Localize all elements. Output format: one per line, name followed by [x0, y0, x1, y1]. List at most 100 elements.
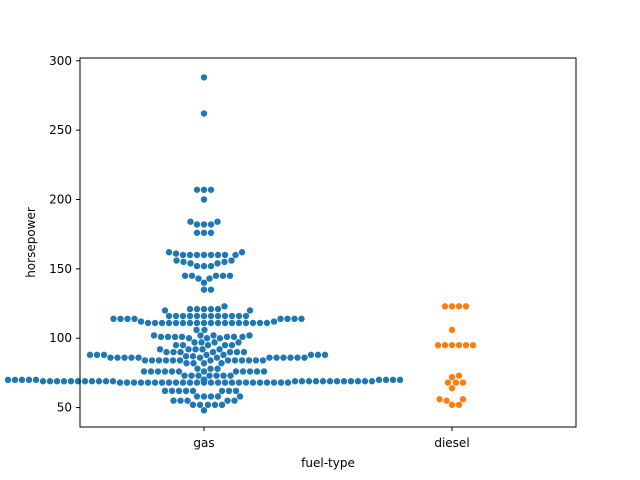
data-point-gas [305, 378, 313, 385]
data-point-gas [221, 258, 228, 266]
data-point-gas [199, 346, 206, 353]
data-point-diesel [459, 396, 467, 403]
data-point-gas [207, 379, 215, 386]
data-point-gas [212, 272, 220, 279]
data-point-gas [177, 397, 184, 404]
data-point-gas [232, 251, 239, 259]
data-point-gas [226, 348, 234, 356]
data-point-gas [246, 332, 253, 339]
data-point-gas [214, 312, 222, 320]
data-point-gas [187, 260, 194, 267]
data-point-gas [157, 333, 165, 341]
data-point-gas [206, 275, 213, 282]
data-point-gas [238, 249, 246, 256]
data-point-gas [193, 312, 201, 320]
data-point-gas [213, 372, 220, 379]
data-point-gas [200, 319, 208, 327]
data-point-diesel [455, 341, 463, 349]
data-point-gas [207, 305, 215, 313]
data-point-gas [223, 333, 231, 341]
y-axis-label: horsepower [24, 207, 38, 278]
data-point-gas [284, 379, 292, 386]
data-point-gas [46, 378, 54, 385]
data-point-gas [287, 354, 294, 361]
data-point-gas [88, 378, 96, 385]
data-point-gas [193, 305, 201, 313]
data-point-gas [189, 353, 197, 360]
data-point-gas [240, 348, 248, 356]
data-point-gas [189, 387, 197, 395]
data-point-gas [114, 354, 121, 361]
data-point-gas [121, 354, 128, 361]
data-point-gas [333, 378, 341, 385]
data-point-gas [144, 379, 152, 386]
data-point-gas [189, 401, 197, 408]
data-point-gas [235, 319, 243, 327]
data-point-gas [253, 368, 261, 375]
data-point-gas [170, 348, 177, 356]
data-point-gas [186, 251, 194, 259]
data-point-gas [186, 379, 194, 386]
data-point-gas [185, 335, 193, 342]
data-point-gas [228, 341, 236, 349]
x-axis: gas diesel [193, 427, 470, 450]
data-point-gas [200, 229, 208, 236]
data-point-gas [95, 378, 103, 385]
data-point-gas [231, 397, 238, 404]
data-point-gas [242, 319, 250, 327]
data-point-gas [207, 286, 215, 293]
data-point-gas [135, 354, 142, 361]
data-point-gas [151, 379, 159, 386]
data-point-gas [211, 401, 219, 408]
data-point-gas [319, 378, 327, 385]
data-point-gas [200, 368, 208, 375]
data-point-gas [368, 378, 376, 385]
data-point-gas [162, 357, 170, 364]
plot-frame [79, 57, 577, 428]
data-point-gas [228, 312, 236, 320]
data-point-gas [198, 339, 205, 346]
data-point-gas [165, 379, 173, 386]
data-point-gas [228, 319, 236, 327]
y-tick-label: 200 [49, 192, 72, 206]
data-point-gas [252, 357, 260, 364]
data-point-gas [232, 368, 240, 375]
data-point-gas [53, 378, 61, 385]
data-point-gas [182, 353, 190, 360]
data-point-gas [107, 354, 114, 361]
data-point-gas [124, 315, 131, 322]
data-point-gas [238, 357, 246, 364]
data-point-gas [294, 354, 301, 361]
data-point-gas [218, 401, 226, 408]
data-point-gas [193, 326, 200, 334]
data-point-gas [154, 368, 162, 375]
data-point-gas [245, 357, 253, 364]
data-point-gas [195, 275, 202, 282]
data-point-diesel [448, 373, 456, 381]
data-point-gas [200, 407, 208, 414]
data-point-gas [219, 272, 227, 279]
data-point-gas [396, 376, 404, 384]
data-point-gas [233, 348, 241, 356]
data-point-gas [163, 348, 170, 356]
data-point-gas [207, 186, 215, 193]
data-point-gas [291, 315, 298, 322]
data-point-gas [200, 186, 208, 193]
data-point-gas [200, 359, 208, 367]
data-point-gas [277, 379, 285, 386]
data-point-gas [220, 372, 227, 379]
data-point-gas [207, 319, 215, 327]
data-point-gas [221, 379, 229, 386]
data-point-gas [214, 379, 222, 386]
data-point-gas [186, 305, 194, 313]
data-point-gas [176, 357, 184, 364]
data-point-gas [207, 221, 215, 228]
data-point-gas [4, 376, 12, 384]
data-point-gas [181, 272, 189, 279]
data-point-gas [188, 372, 195, 379]
data-point-gas [141, 357, 149, 364]
data-point-gas [246, 307, 254, 314]
data-point-gas [86, 351, 94, 359]
data-point-gas [209, 348, 217, 356]
data-point-gas [214, 218, 221, 225]
